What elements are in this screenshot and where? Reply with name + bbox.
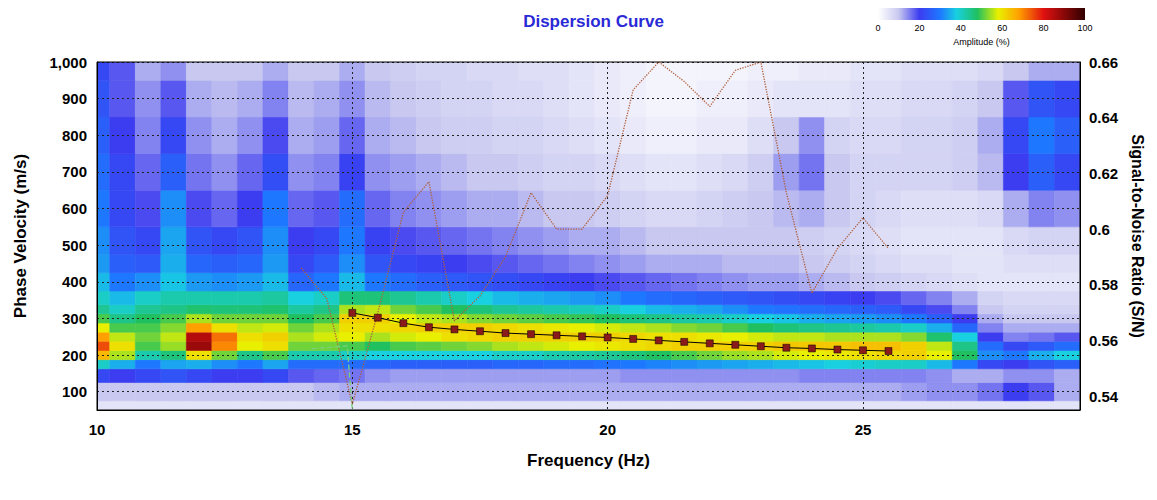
svg-text:Amplitude (%): Amplitude (%) bbox=[953, 37, 1010, 47]
svg-text:40: 40 bbox=[956, 23, 966, 33]
svg-text:10: 10 bbox=[89, 421, 106, 438]
svg-text:700: 700 bbox=[62, 163, 87, 180]
svg-text:Dispersion Curve: Dispersion Curve bbox=[523, 12, 664, 31]
svg-text:0.6: 0.6 bbox=[1089, 221, 1110, 238]
svg-text:200: 200 bbox=[62, 347, 87, 364]
svg-text:Signal-to-Noise Ratio (S/N): Signal-to-Noise Ratio (S/N) bbox=[1129, 134, 1146, 338]
svg-text:300: 300 bbox=[62, 310, 87, 327]
svg-text:25: 25 bbox=[855, 421, 872, 438]
svg-text:100: 100 bbox=[1077, 23, 1092, 33]
svg-text:0.56: 0.56 bbox=[1089, 332, 1118, 349]
svg-text:0.66: 0.66 bbox=[1089, 54, 1118, 71]
svg-text:80: 80 bbox=[1039, 23, 1049, 33]
svg-text:100: 100 bbox=[62, 383, 87, 400]
svg-text:Phase Velocity (m/s): Phase Velocity (m/s) bbox=[11, 154, 30, 318]
svg-text:500: 500 bbox=[62, 237, 87, 254]
svg-text:60: 60 bbox=[997, 23, 1007, 33]
svg-text:900: 900 bbox=[62, 90, 87, 107]
svg-text:20: 20 bbox=[914, 23, 924, 33]
svg-text:0.58: 0.58 bbox=[1089, 276, 1118, 293]
svg-text:0.62: 0.62 bbox=[1089, 165, 1118, 182]
svg-text:Frequency (Hz): Frequency (Hz) bbox=[527, 451, 650, 470]
svg-text:400: 400 bbox=[62, 273, 87, 290]
svg-text:0: 0 bbox=[875, 23, 880, 33]
svg-text:0.64: 0.64 bbox=[1089, 109, 1119, 126]
svg-text:600: 600 bbox=[62, 200, 87, 217]
svg-text:1,000: 1,000 bbox=[49, 54, 87, 71]
svg-text:15: 15 bbox=[344, 421, 361, 438]
svg-text:0.54: 0.54 bbox=[1089, 388, 1119, 405]
svg-text:800: 800 bbox=[62, 127, 87, 144]
svg-text:20: 20 bbox=[599, 421, 616, 438]
